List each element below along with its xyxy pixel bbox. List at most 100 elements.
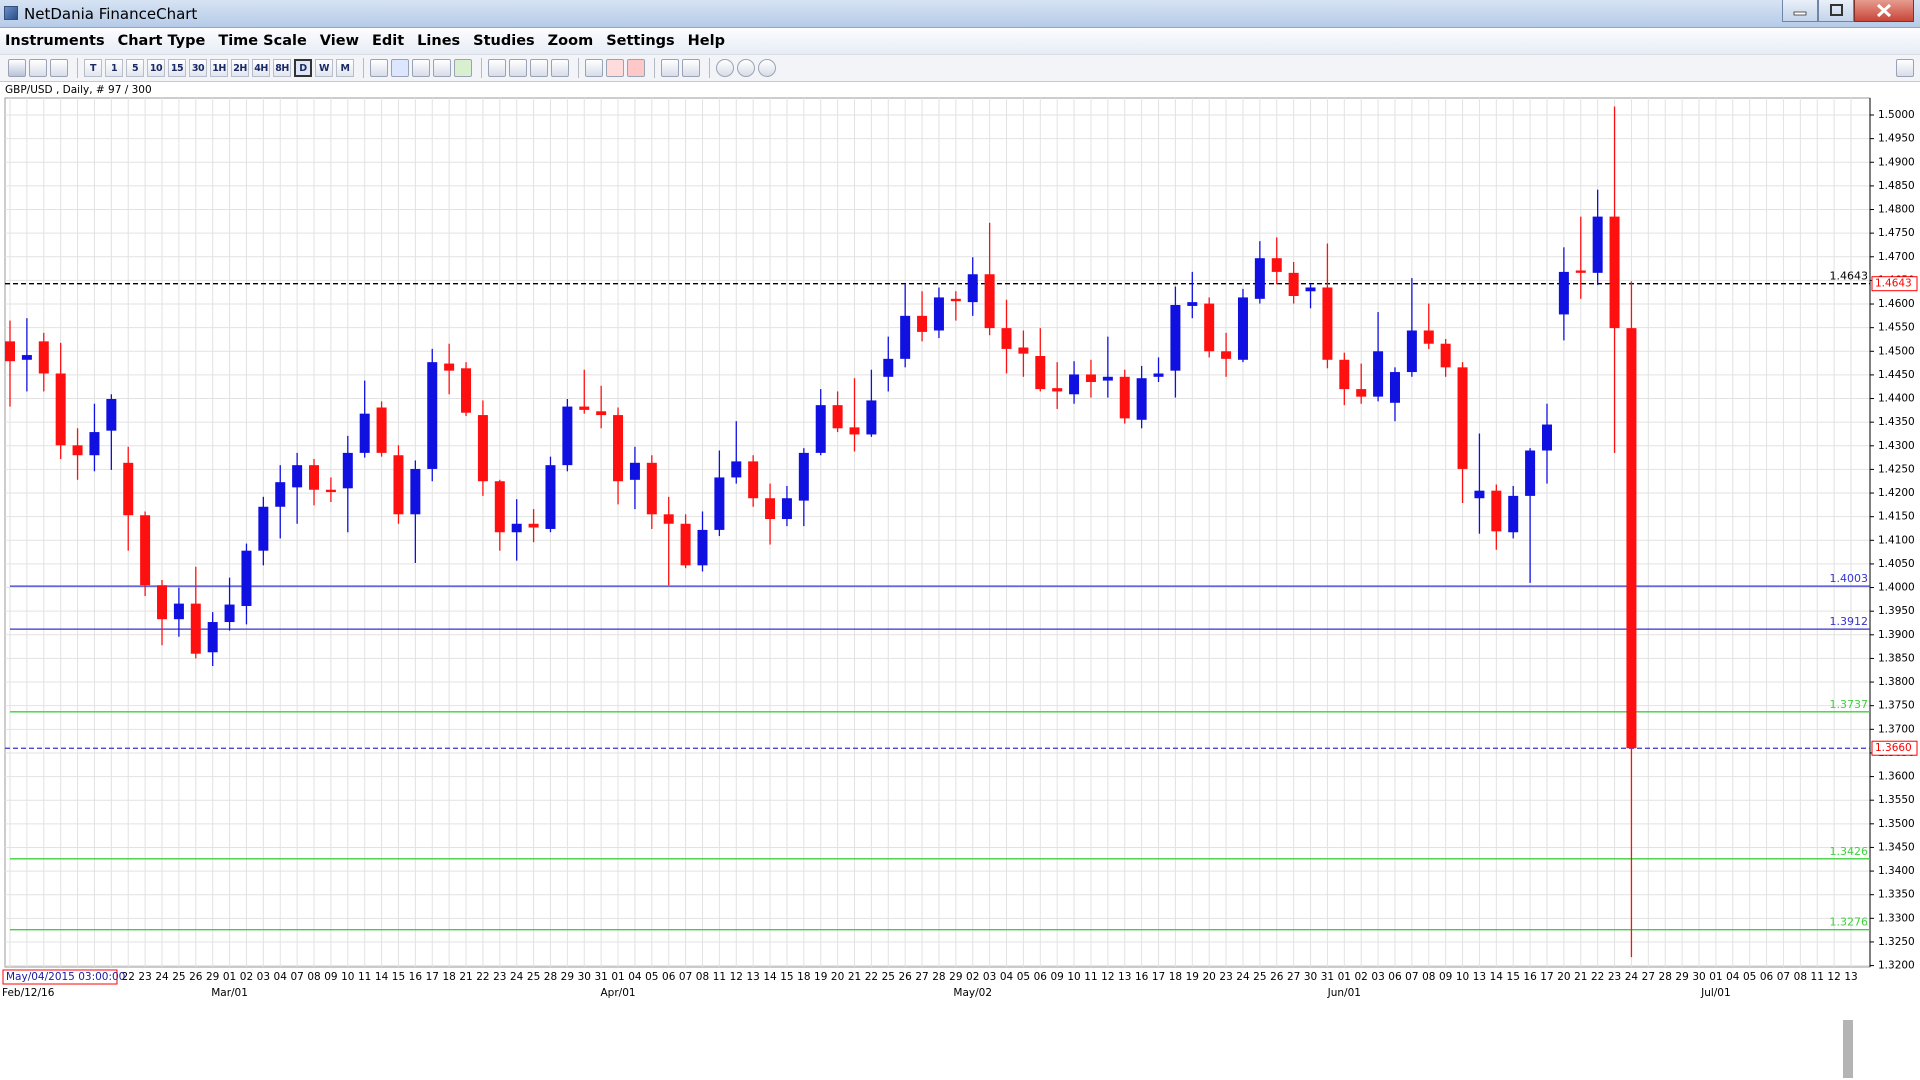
close-button[interactable] xyxy=(1854,0,1914,22)
print-tool[interactable] xyxy=(661,59,679,77)
timeframe-button[interactable]: 8H xyxy=(273,59,291,77)
x-period-label: Jun/01 xyxy=(1327,987,1361,999)
minimize-glyph xyxy=(1793,11,1807,16)
x-tick-label: 16 xyxy=(1523,971,1537,983)
candle-body xyxy=(292,465,303,488)
candle-body xyxy=(1322,287,1333,360)
x-tick-label: 23 xyxy=(1219,971,1232,983)
y-tick-label: 1.3700 xyxy=(1878,723,1915,735)
timeframe-button[interactable]: D xyxy=(294,59,312,77)
line-tool[interactable] xyxy=(551,59,569,77)
x-period-label: Feb/12/16 xyxy=(2,987,55,999)
candle-body xyxy=(72,445,83,456)
delete-all-tool[interactable] xyxy=(627,59,645,77)
grid-tool[interactable] xyxy=(391,59,409,77)
x-tick-label: 25 xyxy=(1253,971,1266,983)
line-tool[interactable] xyxy=(509,59,527,77)
y-tick-label: 1.4750 xyxy=(1878,227,1915,239)
timeframe-button[interactable]: W xyxy=(315,59,333,77)
close-glyph xyxy=(1876,3,1892,18)
chart-title: GBP/USD , Daily, # 97 / 300 xyxy=(5,84,152,96)
y-tick-label: 1.3600 xyxy=(1878,771,1915,783)
candle-body xyxy=(1541,424,1552,451)
candle-body xyxy=(1001,328,1012,349)
zoom-in[interactable] xyxy=(716,59,734,77)
crosshair-tool[interactable] xyxy=(370,59,388,77)
scroll-thumb[interactable] xyxy=(1843,1020,1853,1078)
x-tick-label: 07 xyxy=(1777,971,1790,983)
timeframe-button[interactable]: 30 xyxy=(189,59,207,77)
menu-item[interactable]: Instruments xyxy=(5,33,105,49)
candle-body xyxy=(190,603,201,654)
timeframe-button[interactable]: 1H xyxy=(210,59,228,77)
y-tick-label: 1.4000 xyxy=(1878,582,1915,594)
timeframe-button[interactable]: 15 xyxy=(168,59,186,77)
tool[interactable] xyxy=(454,59,472,77)
y-tick-label: 1.3800 xyxy=(1878,676,1915,688)
menu-item[interactable]: Lines xyxy=(417,33,461,49)
candle-body xyxy=(967,274,978,303)
candle-body xyxy=(697,529,708,566)
timeframe-button[interactable]: 10 xyxy=(147,59,165,77)
candle-body xyxy=(883,358,894,377)
candle-body xyxy=(376,407,387,453)
app-icon xyxy=(4,6,18,20)
line-tool[interactable] xyxy=(530,59,548,77)
preview-tool[interactable] xyxy=(682,59,700,77)
y-tick-label: 1.3350 xyxy=(1878,889,1915,901)
chart-icon[interactable] xyxy=(29,59,47,77)
tool[interactable] xyxy=(412,59,430,77)
minimize-button[interactable] xyxy=(1782,0,1818,22)
menu-item[interactable]: Time Scale xyxy=(218,33,307,49)
delete-tool[interactable] xyxy=(606,59,624,77)
y-tick-label: 1.3950 xyxy=(1878,605,1915,617)
menu-item[interactable]: Chart Type xyxy=(117,33,206,49)
candle-body xyxy=(1356,389,1367,397)
candle-body xyxy=(359,413,370,453)
menu-item[interactable]: Edit xyxy=(371,33,405,49)
candle-body xyxy=(545,465,556,529)
candle-body xyxy=(646,462,657,515)
edit-tool[interactable] xyxy=(585,59,603,77)
tool[interactable] xyxy=(433,59,451,77)
timeframe-button[interactable]: 5 xyxy=(126,59,144,77)
candle-body xyxy=(21,355,32,360)
price-tag xyxy=(1871,276,1918,292)
x-tick-label: 17 xyxy=(1152,971,1165,983)
zoom-reset[interactable] xyxy=(758,59,776,77)
candle-body xyxy=(748,461,759,499)
timeframe-button[interactable]: 1 xyxy=(105,59,123,77)
x-tick-label: 25 xyxy=(172,971,185,983)
menu-item[interactable]: Help xyxy=(687,33,725,49)
menu-item[interactable]: View xyxy=(319,33,359,49)
panel-button[interactable] xyxy=(1896,59,1914,77)
x-tick-label: 24 xyxy=(1625,971,1639,983)
maximize-button[interactable] xyxy=(1818,0,1854,22)
timeframe-button[interactable]: M xyxy=(336,59,354,77)
x-tick-label: 26 xyxy=(189,971,203,983)
candle-body xyxy=(1204,303,1215,352)
x-tick-label: 16 xyxy=(1135,971,1149,983)
candle-body xyxy=(89,432,100,456)
menu-item[interactable]: Studies xyxy=(473,33,535,49)
menu-item[interactable]: Zoom xyxy=(547,33,594,49)
crosshair-time: May/04/2015 03:00:00 xyxy=(6,971,125,983)
candle-body xyxy=(579,406,590,410)
x-tick-label: 22 xyxy=(122,971,135,983)
timeframe-button[interactable]: T xyxy=(84,59,102,77)
chart-icon[interactable] xyxy=(50,59,68,77)
price-tag-label: 1.4643 xyxy=(1875,278,1912,290)
y-tick-label: 1.4600 xyxy=(1878,298,1915,310)
candle-body xyxy=(933,297,944,331)
x-tick-label: 21 xyxy=(1574,971,1587,983)
zoom-out[interactable] xyxy=(737,59,755,77)
chart-icon[interactable] xyxy=(8,59,26,77)
candle-body xyxy=(900,315,911,359)
x-tick-label: 03 xyxy=(1371,971,1384,983)
x-tick-label: 29 xyxy=(561,971,574,983)
menu-item[interactable]: Settings xyxy=(606,33,675,49)
x-tick-label: 05 xyxy=(1017,971,1030,983)
line-tool[interactable] xyxy=(488,59,506,77)
timeframe-button[interactable]: 2H xyxy=(231,59,249,77)
timeframe-button[interactable]: 4H xyxy=(252,59,270,77)
